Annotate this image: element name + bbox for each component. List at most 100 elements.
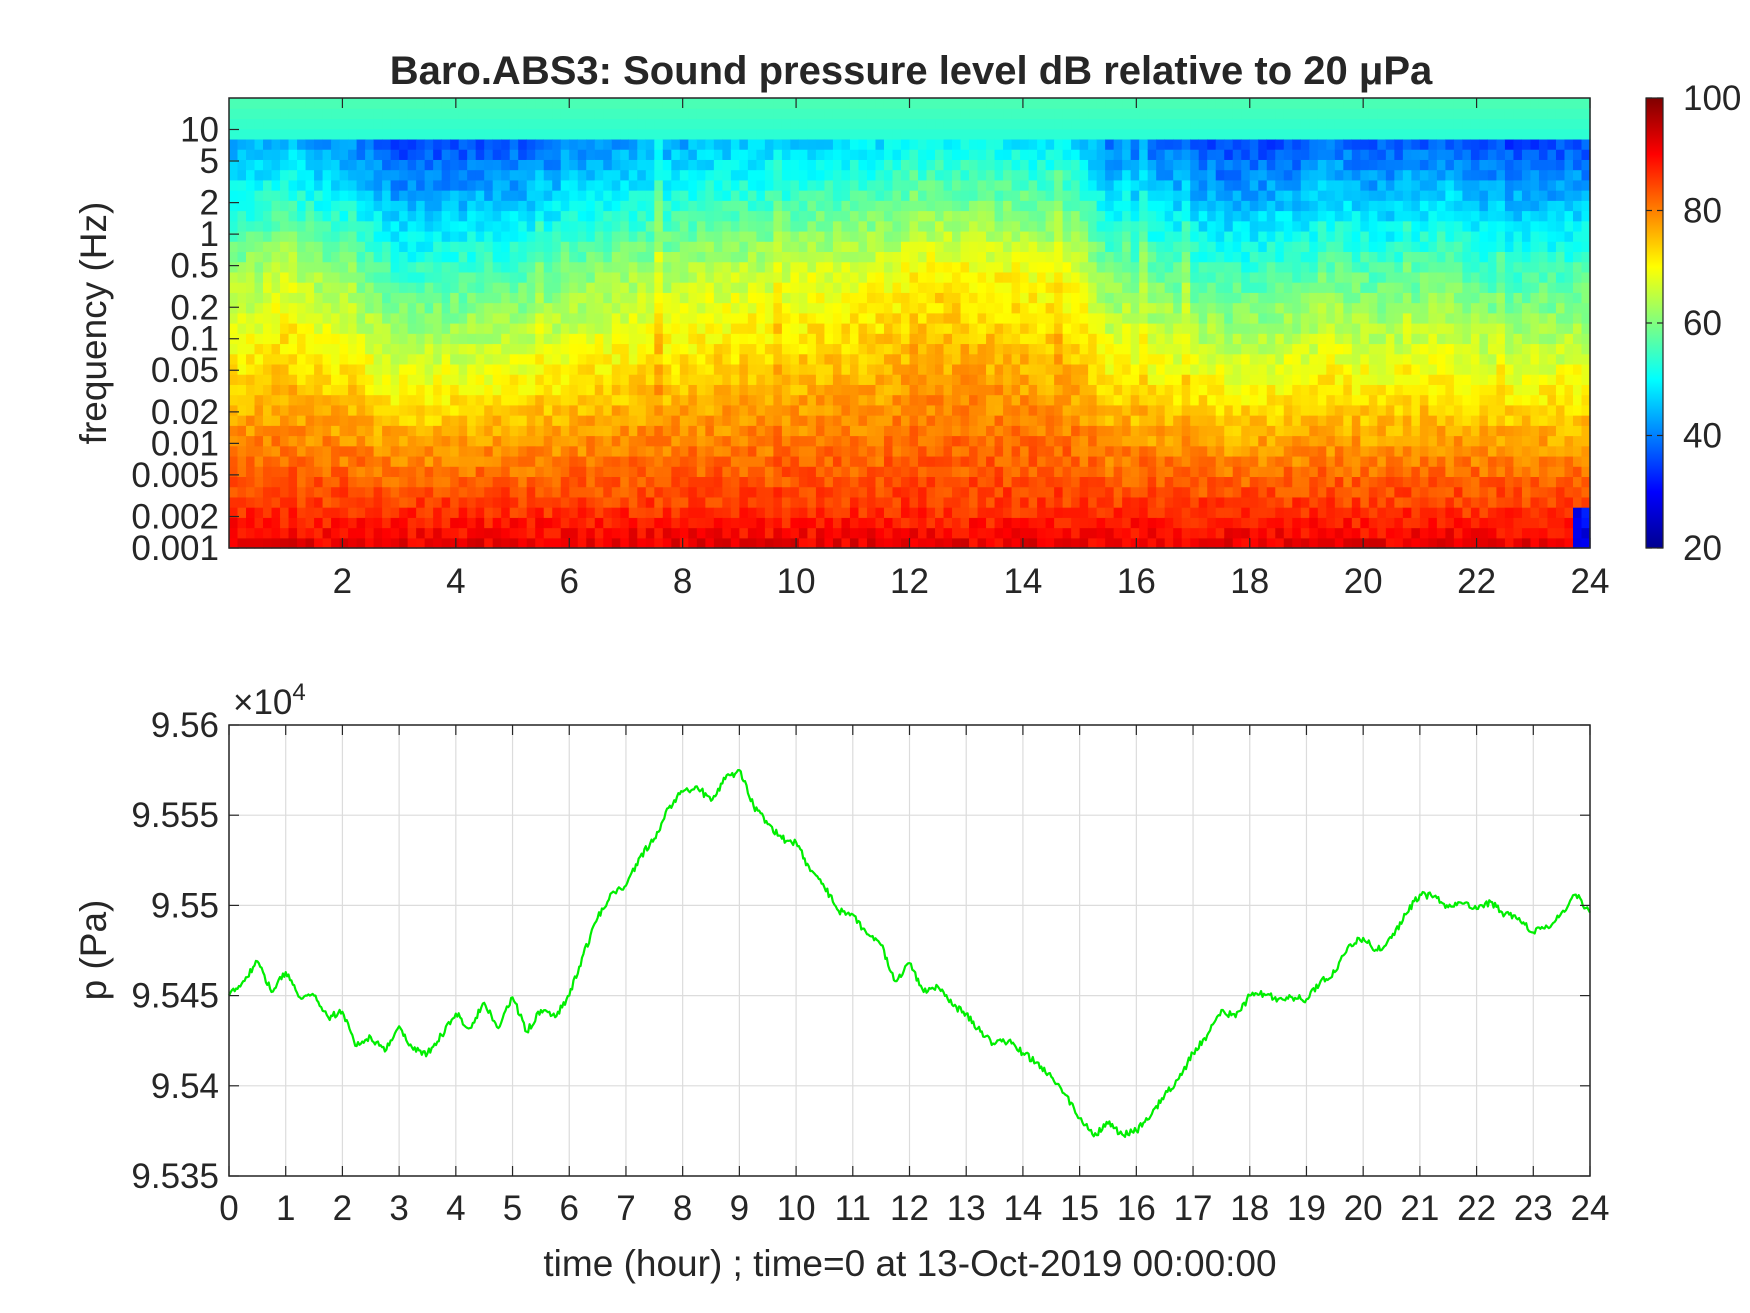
heatmap-cell — [356, 343, 366, 355]
heatmap-cell — [348, 210, 358, 222]
heatmap-cell — [807, 537, 817, 549]
heatmap-cell — [331, 496, 341, 508]
heatmap-cell — [1113, 190, 1123, 201]
heatmap-cell — [348, 527, 358, 539]
heatmap-cell — [280, 445, 290, 457]
heatmap-cell — [1003, 537, 1013, 549]
heatmap-cell — [399, 98, 409, 109]
heatmap-cell — [1037, 190, 1047, 201]
heatmap-cell — [671, 496, 681, 508]
heatmap-cell — [1173, 333, 1183, 345]
heatmap-cell — [1088, 425, 1098, 437]
heatmap-cell — [1003, 179, 1013, 191]
heatmap-cell — [654, 374, 664, 385]
heatmap-cell — [288, 435, 298, 447]
heatmap-cell — [1079, 333, 1089, 345]
heatmap-cell — [484, 517, 494, 529]
heatmap-cell — [458, 527, 468, 539]
heatmap-cell — [390, 118, 400, 130]
heatmap-cell — [450, 251, 460, 263]
heatmap-cell — [237, 251, 247, 263]
heatmap-cell — [254, 486, 264, 498]
heatmap-cell — [1054, 149, 1064, 160]
heatmap-cell — [909, 435, 919, 447]
heatmap-cell — [764, 108, 774, 120]
heatmap-cell — [858, 210, 868, 222]
heatmap-cell — [986, 138, 996, 150]
heatmap-cell — [1079, 159, 1089, 171]
heatmap-cell — [1045, 312, 1055, 324]
heatmap-cell — [679, 108, 689, 120]
heatmap-cell — [1173, 169, 1183, 181]
heatmap-cell — [705, 251, 715, 263]
heatmap-cell — [1173, 425, 1183, 437]
heatmap-cell — [424, 537, 434, 549]
heatmap-cell — [441, 302, 451, 314]
heatmap-cell — [935, 476, 945, 488]
heatmap-cell — [314, 251, 324, 263]
heatmap-cell — [781, 384, 792, 396]
heatmap-cell — [858, 517, 868, 529]
heatmap-cell — [1190, 374, 1200, 385]
heatmap-cell — [382, 343, 392, 355]
heatmap-cell — [935, 190, 945, 201]
heatmap-cell — [246, 302, 256, 314]
heatmap-cell — [441, 404, 451, 416]
heatmap-cell — [832, 476, 843, 488]
heatmap-cell — [492, 476, 502, 488]
heatmap-cell — [237, 343, 247, 355]
heatmap-cell — [475, 230, 485, 242]
heatmap-cell — [297, 179, 307, 191]
heatmap-cell — [1147, 159, 1157, 171]
heatmap-cell — [943, 537, 953, 549]
heatmap-cell — [1181, 415, 1191, 426]
heatmap-cell — [620, 98, 630, 109]
heatmap-cell — [424, 108, 434, 120]
heatmap-cell — [560, 241, 570, 253]
heatmap-cell — [1156, 394, 1166, 406]
heatmap-cell — [679, 363, 689, 375]
heatmap-cell — [952, 527, 962, 539]
heatmap-cell — [1071, 394, 1081, 406]
heatmap-cell — [424, 394, 434, 406]
heatmap-cell — [254, 312, 264, 324]
heatmap-cell — [875, 466, 885, 478]
heatmap-cell — [671, 251, 681, 263]
heatmap-cell — [246, 394, 256, 406]
heatmap-cell — [739, 200, 749, 212]
heatmap-cell — [365, 353, 375, 365]
heatmap-cell — [926, 537, 936, 549]
heatmap-cell — [237, 455, 247, 467]
heatmap-cell — [866, 435, 877, 447]
heatmap-cell — [969, 343, 979, 355]
heatmap-cell — [858, 159, 868, 171]
heatmap-cell — [756, 323, 766, 334]
heatmap-cell — [288, 220, 298, 232]
heatmap-cell — [552, 353, 562, 365]
heatmap-cell — [467, 271, 477, 283]
heatmap-cell — [467, 220, 477, 232]
heatmap-cell — [807, 445, 817, 457]
heatmap-cell — [339, 476, 349, 488]
heatmap-cell — [543, 220, 553, 232]
heatmap-cell — [569, 537, 579, 549]
heatmap-cell — [1139, 271, 1149, 283]
heatmap-cell — [450, 507, 460, 518]
heatmap-cell — [611, 271, 621, 283]
heatmap-cell — [1028, 138, 1038, 150]
heatmap-cell — [1079, 527, 1089, 539]
heatmap-cell — [662, 507, 672, 518]
heatmap-cell — [254, 138, 264, 150]
heatmap-cell — [969, 241, 979, 253]
heatmap-cell — [909, 128, 919, 140]
heatmap-cell — [645, 128, 655, 140]
heatmap-cell — [1139, 323, 1149, 334]
heatmap-cell — [807, 210, 817, 222]
heatmap-cell — [620, 384, 630, 396]
heatmap-cell — [1079, 415, 1089, 426]
heatmap-cell — [1164, 261, 1174, 273]
heatmap-cell — [543, 312, 553, 324]
heatmap-cell — [407, 486, 417, 498]
heatmap-cell — [271, 271, 281, 283]
heatmap-cell — [535, 200, 545, 212]
